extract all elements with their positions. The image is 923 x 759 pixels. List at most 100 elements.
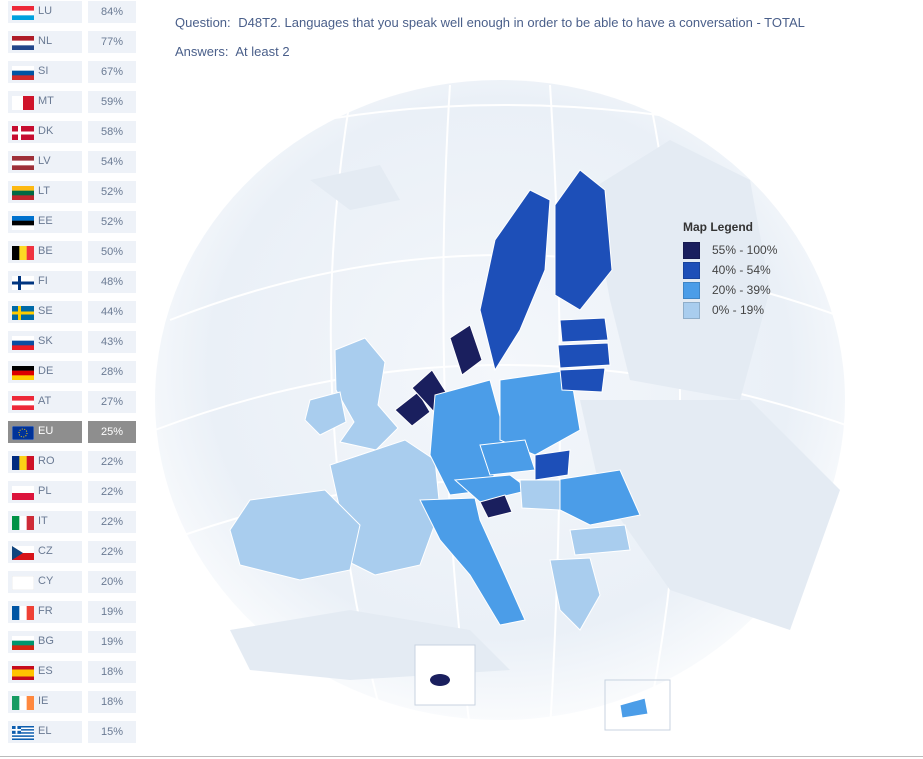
ranking-row-ro: RO 22% bbox=[8, 451, 138, 473]
flag-nl-icon bbox=[12, 36, 34, 51]
answers-line: Answers: At least 2 bbox=[175, 44, 290, 59]
country-percentage: 19% bbox=[88, 601, 136, 623]
ranking-row-eu: EU 25% bbox=[8, 421, 138, 443]
legend-item: 0% - 19% bbox=[683, 302, 823, 322]
legend-item: 40% - 54% bbox=[683, 262, 823, 282]
ranking-row-lu: LU 84% bbox=[8, 1, 138, 23]
country-lv bbox=[557, 342, 611, 369]
country-code: MT bbox=[38, 95, 54, 107]
ranking-row-de: DE 28% bbox=[8, 361, 138, 383]
flag-dk-icon bbox=[12, 126, 34, 140]
country-percentage: 67% bbox=[88, 61, 136, 83]
europe-map bbox=[154, 80, 861, 731]
country-el bbox=[549, 557, 601, 631]
flag-fi-icon bbox=[12, 276, 34, 290]
country-ee bbox=[559, 317, 609, 343]
flag-cy-icon bbox=[11, 575, 35, 591]
flag-cz-icon bbox=[12, 546, 34, 560]
country-code: NL bbox=[38, 35, 53, 47]
bottom-divider bbox=[0, 756, 923, 757]
country-dk bbox=[449, 324, 483, 376]
country-code: DK bbox=[38, 125, 54, 137]
country-percentage: 52% bbox=[88, 181, 136, 203]
legend-label: 20% - 39% bbox=[712, 283, 771, 297]
flag-pl-icon bbox=[12, 486, 34, 501]
country-percentage: 58% bbox=[88, 121, 136, 143]
country-code: EL bbox=[38, 725, 52, 737]
country-percentage: 22% bbox=[88, 451, 136, 473]
ranking-row-el: EL 15% bbox=[8, 721, 138, 743]
country-cell: EE bbox=[8, 211, 82, 233]
flag-ro-icon bbox=[12, 456, 35, 470]
country-cy bbox=[619, 697, 649, 719]
country-percentage: 84% bbox=[88, 1, 136, 23]
country-cell: DE bbox=[8, 361, 82, 383]
country-code: ES bbox=[38, 665, 53, 677]
country-code: BG bbox=[38, 635, 54, 647]
country-percentage: 22% bbox=[88, 511, 136, 533]
country-code: SK bbox=[38, 335, 53, 347]
country-percentage: 25% bbox=[88, 421, 136, 443]
country-percentage: 59% bbox=[88, 91, 136, 113]
country-code: LT bbox=[38, 185, 51, 197]
country-percentage: 44% bbox=[88, 301, 136, 323]
flag-el-icon bbox=[12, 726, 34, 741]
country-cell: PL bbox=[8, 481, 82, 503]
country-percentage: 20% bbox=[88, 571, 136, 593]
country-cell: CY bbox=[8, 571, 82, 593]
country-percentage: 19% bbox=[88, 631, 136, 653]
country-lt bbox=[559, 367, 606, 393]
country-percentage: 15% bbox=[88, 721, 136, 743]
legend-label: 40% - 54% bbox=[712, 263, 771, 277]
country-cell: BE bbox=[8, 241, 82, 263]
flag-si-icon bbox=[12, 66, 34, 81]
country-cell: LT bbox=[8, 181, 82, 203]
country-se bbox=[479, 189, 551, 372]
country-sk bbox=[534, 449, 571, 481]
legend-swatch bbox=[683, 242, 700, 260]
country-code: SI bbox=[38, 65, 49, 77]
flag-at-icon bbox=[12, 396, 34, 411]
flag-bg-icon bbox=[12, 636, 34, 651]
flag-lv-icon bbox=[12, 156, 34, 171]
country-code: IT bbox=[38, 515, 48, 527]
country-cell: EL bbox=[8, 721, 82, 743]
ranking-row-nl: NL 77% bbox=[8, 31, 138, 53]
country-code: FR bbox=[38, 605, 53, 617]
legend-item: 55% - 100% bbox=[683, 242, 823, 262]
ranking-row-lv: LV 54% bbox=[8, 151, 138, 173]
country-code: CY bbox=[38, 575, 54, 587]
question-line: Question: D48T2. Languages that you spea… bbox=[175, 15, 805, 30]
country-code: CZ bbox=[38, 545, 53, 557]
flag-ie-icon bbox=[12, 696, 35, 710]
country-cell: SK bbox=[8, 331, 82, 353]
question-label: Question: bbox=[175, 15, 231, 30]
ranking-row-it: IT 22% bbox=[8, 511, 138, 533]
country-cell: DK bbox=[8, 121, 82, 143]
flag-es-icon bbox=[12, 666, 34, 680]
ranking-row-lt: LT 52% bbox=[8, 181, 138, 203]
country-code: SE bbox=[38, 305, 53, 317]
ranking-row-si: SI 67% bbox=[8, 61, 138, 83]
country-cell: NL bbox=[8, 31, 82, 53]
flag-it-icon bbox=[12, 516, 35, 530]
country-percentage: 28% bbox=[88, 361, 136, 383]
country-percentage: 22% bbox=[88, 481, 136, 503]
country-cell: EU bbox=[8, 421, 82, 443]
country-percentage: 77% bbox=[88, 31, 136, 53]
eu-countries bbox=[229, 169, 649, 719]
country-percentage: 27% bbox=[88, 391, 136, 413]
legend-item: 20% - 39% bbox=[683, 282, 823, 302]
ranking-row-fr: FR 19% bbox=[8, 601, 138, 623]
country-cell: ES bbox=[8, 661, 82, 683]
country-cell: SE bbox=[8, 301, 82, 323]
legend-swatch bbox=[683, 302, 700, 320]
legend-items: 55% - 100% 40% - 54% 20% - 39% 0% - 19% bbox=[683, 242, 823, 322]
country-code: EU bbox=[38, 425, 54, 437]
country-cell: CZ bbox=[8, 541, 82, 563]
answers-text: At least 2 bbox=[235, 44, 290, 59]
country-cz bbox=[479, 439, 536, 476]
ranking-row-sk: SK 43% bbox=[8, 331, 138, 353]
ranking-row-mt: MT 59% bbox=[8, 91, 138, 113]
map-legend: Map Legend 55% - 100% 40% - 54% 20% - 39% 0… bbox=[683, 220, 823, 322]
